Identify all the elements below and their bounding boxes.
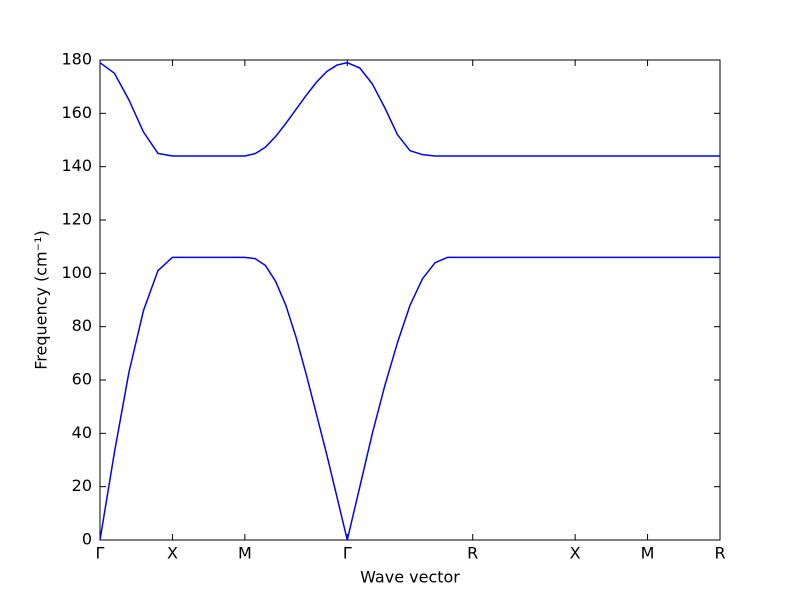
- x-tick-label: M: [641, 544, 655, 563]
- x-tick-label: Γ: [96, 544, 105, 563]
- x-tick-label: X: [167, 544, 178, 563]
- y-tick-label: 160: [61, 103, 92, 122]
- y-tick-label: 80: [72, 316, 92, 335]
- y-tick-label: 20: [72, 476, 92, 495]
- x-tick-label: R: [714, 544, 725, 563]
- plot-frame: [99, 59, 721, 541]
- line-series: [99, 256, 720, 541]
- x-axis-label: Wave vector: [360, 568, 460, 587]
- x-tick-label: X: [570, 544, 581, 563]
- x-tick-label: R: [467, 544, 478, 563]
- y-tick-label: 180: [61, 50, 92, 69]
- y-tick-label: 60: [72, 370, 92, 389]
- y-tick-label: 100: [61, 263, 92, 282]
- y-axis-label: Frequency (cm⁻¹): [32, 230, 51, 369]
- y-tick-label: 0: [82, 530, 92, 549]
- y-tick-label: 40: [72, 423, 92, 442]
- y-tick-label: 140: [61, 156, 92, 175]
- y-tick-label: 120: [61, 210, 92, 229]
- line-series: [99, 61, 720, 157]
- x-tick-label: Γ: [343, 544, 352, 563]
- x-tick-label: M: [238, 544, 252, 563]
